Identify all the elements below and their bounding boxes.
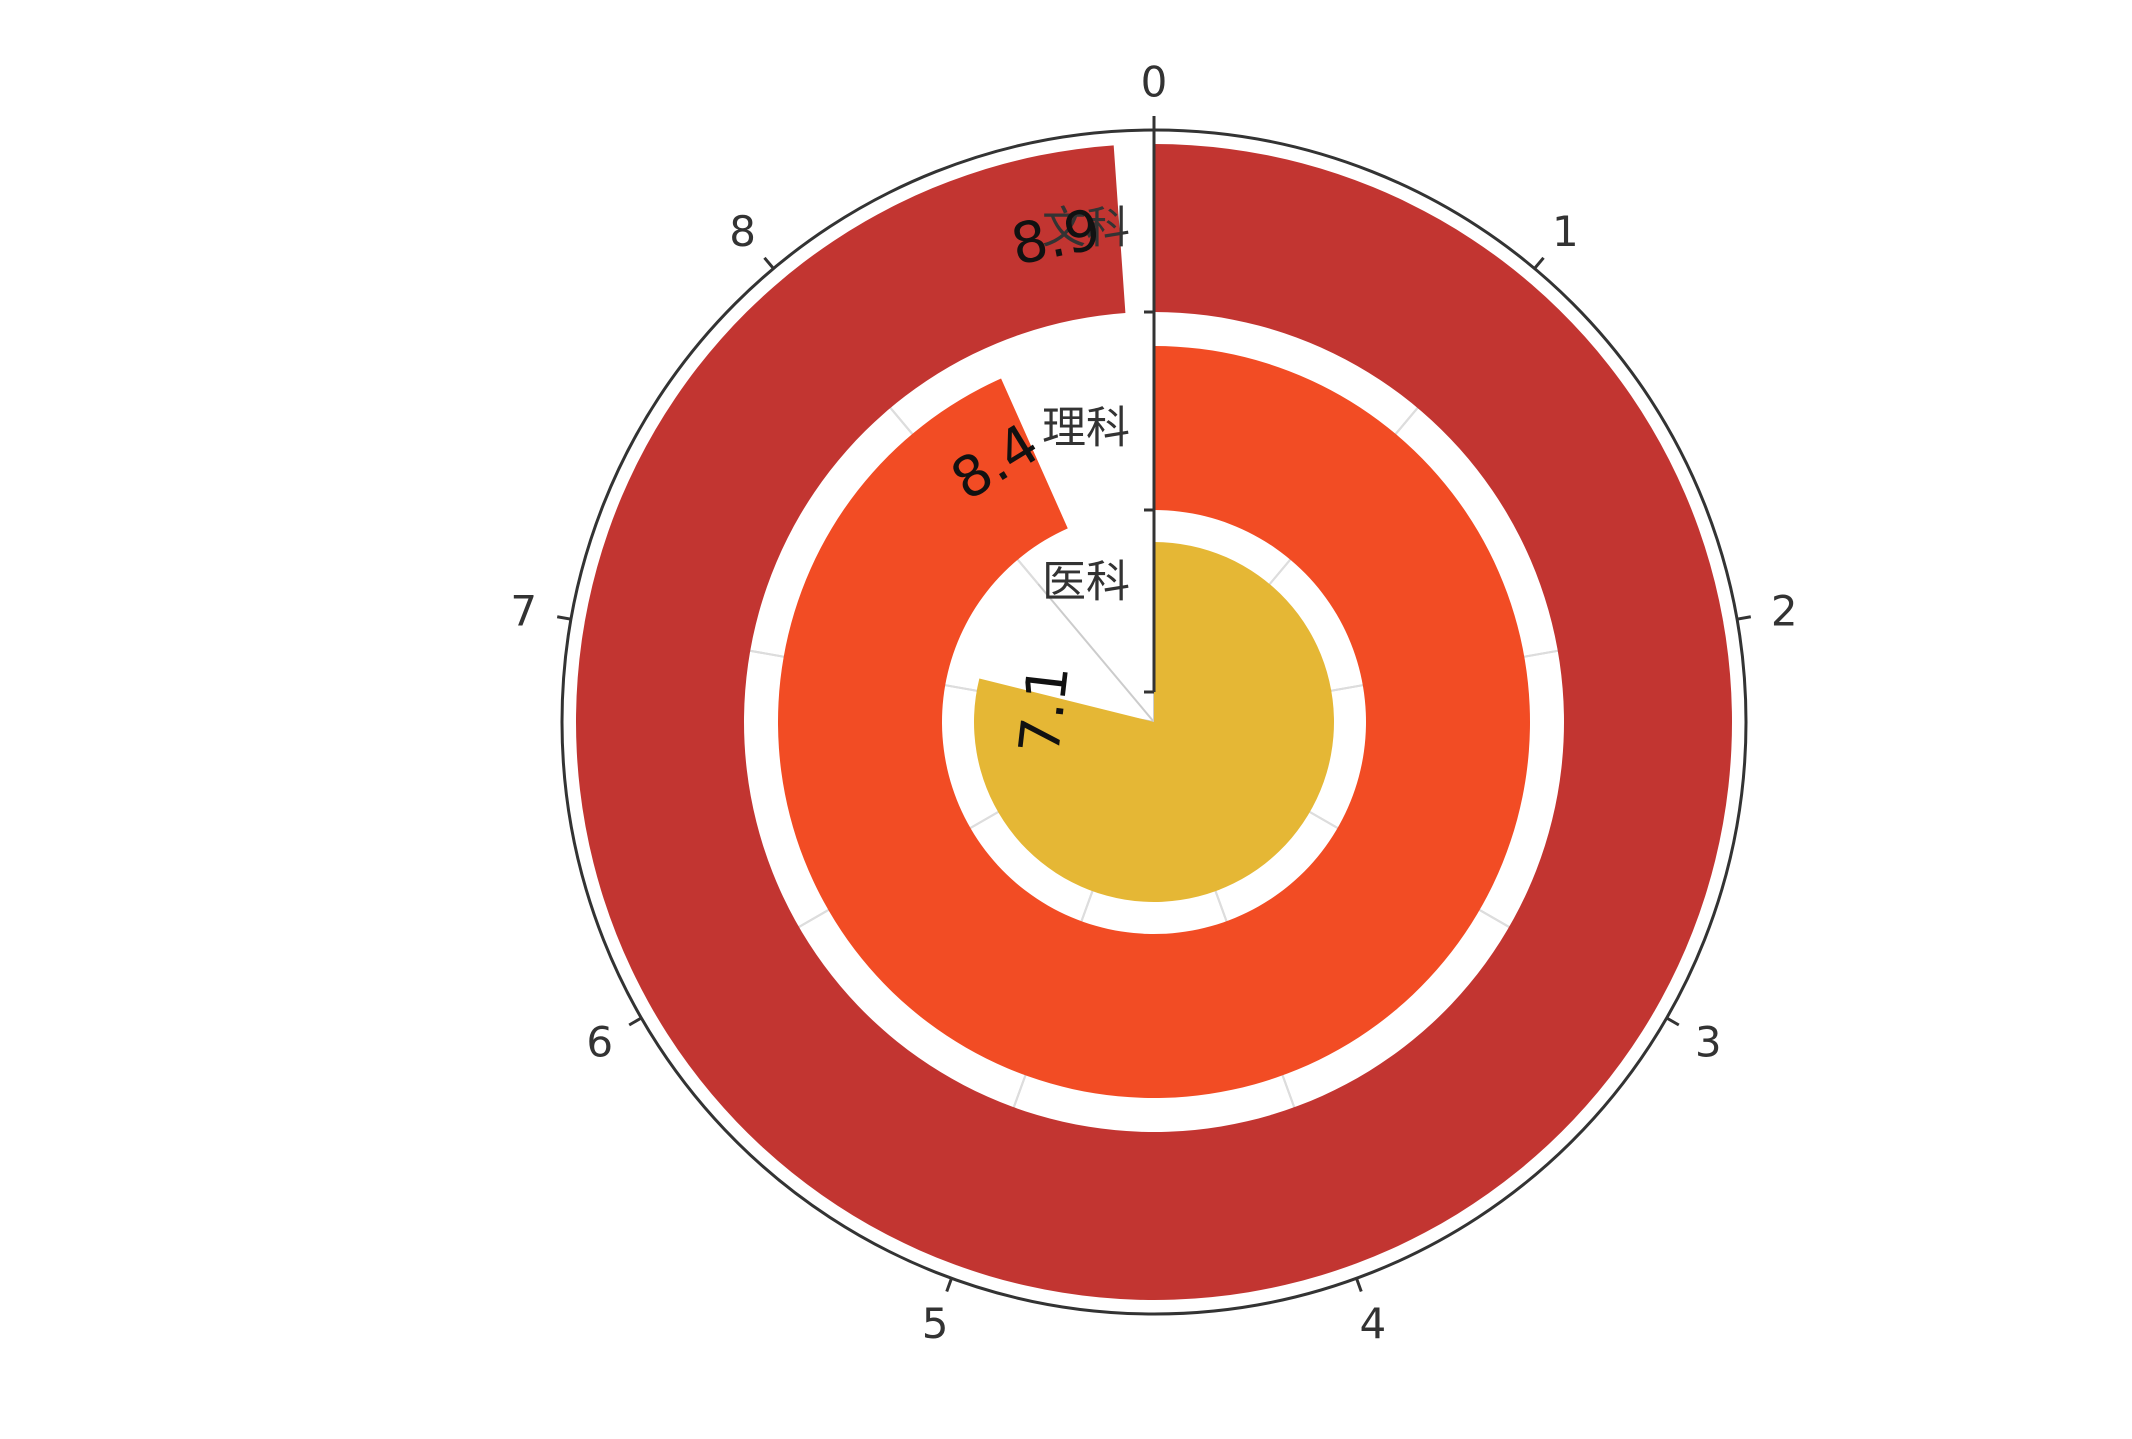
angle-tick (763, 256, 775, 270)
angle-tick (1533, 256, 1545, 270)
gap-split-line (1394, 407, 1419, 435)
value-label: 7.1 (1007, 662, 1082, 758)
angle-tick (628, 1016, 643, 1027)
gap-split-line (1309, 811, 1339, 829)
angle-tick (1736, 615, 1752, 621)
gap-split-line (1016, 558, 1040, 585)
bar-3 (973, 542, 1334, 903)
angle-tick-label-6: 6 (586, 1018, 613, 1067)
bar-2 (777, 346, 1530, 1098)
angle-tick-label-2: 2 (1771, 586, 1798, 635)
gap-split-line (1214, 890, 1228, 922)
angle-tick-label-1: 1 (1552, 207, 1579, 256)
gap-split-line (1524, 649, 1558, 658)
gap-split-line (1281, 1074, 1296, 1108)
category-label: 文科 (1042, 203, 1130, 254)
angle-tick-label-8: 8 (729, 207, 756, 256)
gap-split-line (969, 811, 999, 829)
angle-tick-label-3: 3 (1695, 1018, 1722, 1067)
gap-split-line (1080, 890, 1094, 922)
angle-tick-label-4: 4 (1360, 1299, 1387, 1348)
gap-split-line (945, 684, 977, 692)
gap-split-line (1479, 909, 1510, 928)
bar-layer (576, 144, 1733, 1300)
angle-tick (1355, 1277, 1363, 1292)
gap-split-line (889, 407, 914, 435)
gap-split-line (1268, 558, 1292, 585)
gap-split-line (798, 909, 829, 928)
angle-tick (1665, 1016, 1680, 1027)
angle-tick-label-5: 5 (922, 1299, 949, 1348)
angle-axis: 0 1 2 3 4 5 6 7 8 (510, 58, 1797, 1348)
gap-split-line (1012, 1074, 1027, 1108)
gap-split-line (750, 649, 784, 658)
angle-tick-label-7: 7 (510, 586, 537, 635)
gap-split-line (1331, 684, 1363, 692)
angle-tick (556, 615, 572, 621)
category-label: 医科 (1042, 557, 1130, 608)
angle-tick (945, 1277, 953, 1292)
category-label: 理科 (1042, 403, 1130, 454)
angle-tick-label-0: 0 (1141, 58, 1168, 107)
